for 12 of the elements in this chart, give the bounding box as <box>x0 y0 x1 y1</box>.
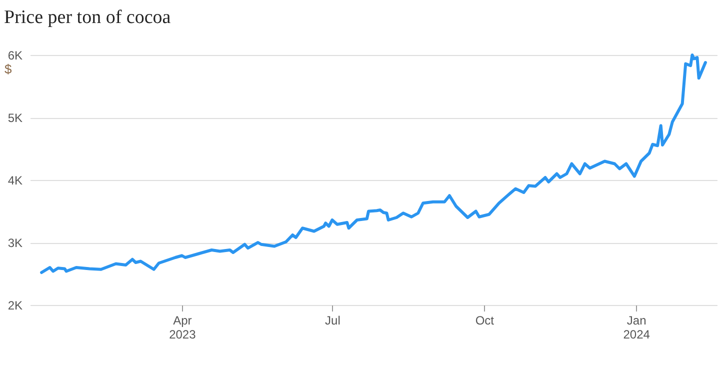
y-tick-label: 2K <box>8 298 22 312</box>
x-tick-label: Apr 2023 <box>169 314 196 342</box>
y-tick-label: 6K <box>8 48 22 62</box>
y-tick-label: 4K <box>8 174 22 188</box>
line-series <box>40 54 707 274</box>
chart-title: Price per ton of cocoa <box>4 7 172 28</box>
y-tick-label: 5K <box>8 111 22 125</box>
x-tick-label: Jan 2024 <box>623 314 650 342</box>
y-tick-label: 3K <box>8 236 22 250</box>
x-tick-label: Oct <box>475 314 495 328</box>
x-tick-label: Jul <box>325 314 340 328</box>
y-axis-title: $ <box>4 62 12 76</box>
